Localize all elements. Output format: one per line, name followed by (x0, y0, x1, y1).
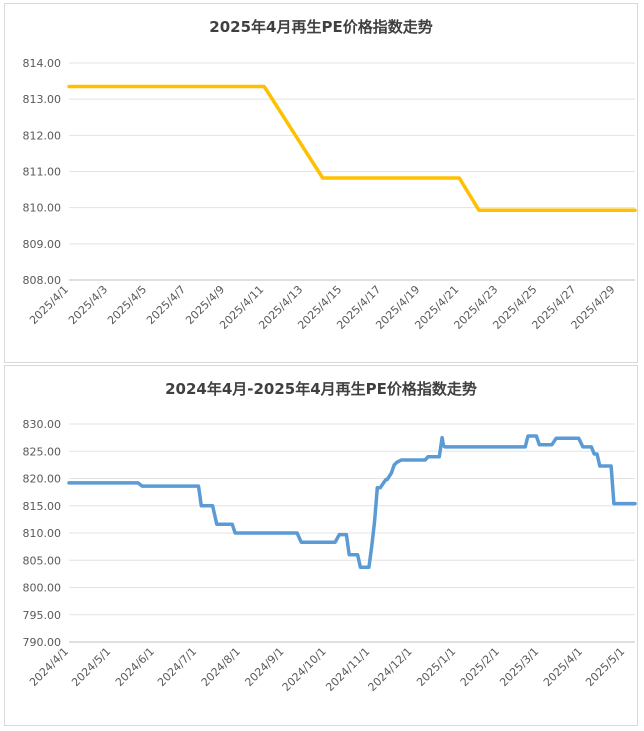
y-tick-label-1-3: 811.00 (23, 166, 62, 179)
chart-panel-2: 2024年4月-2025年4月再生PE价格指数走势 790.00 795.00 80… (4, 365, 638, 726)
y-tick-label-1-0: 808.00 (23, 274, 62, 287)
x-tick-label-2-12: 2025/4/1 (541, 645, 585, 689)
y-tick-label-1-5: 813.00 (23, 93, 62, 106)
x-tick-label-2-13: 2025/5/1 (583, 645, 627, 689)
x-tick-label-2-2: 2024/6/1 (113, 645, 157, 689)
y-tick-label-2-8: 830.00 (23, 418, 62, 431)
chart-title-1: 2025年4月再生PE价格指数走势 (209, 18, 433, 36)
y-tick-label-2-6: 820.00 (23, 473, 62, 486)
x-tick-label-1-1: 2025/4/3 (66, 283, 110, 327)
y-tick-label-2-1: 795.00 (23, 609, 62, 622)
series-line-2-0 (67, 434, 637, 570)
x-tick-label-2-6: 2024/10/1 (280, 645, 329, 694)
x-tick-label-1-0: 2025/4/1 (27, 283, 71, 327)
chart-panel-1: 2025年4月再生PE价格指数走势 808.00 809.00 810.00 811.… (4, 3, 638, 363)
x-tick-label-2-0: 2024/4/1 (27, 645, 71, 689)
y-tick-label-1-6: 814.00 (23, 57, 62, 70)
series-line-1-0 (67, 84, 637, 212)
y-tick-label-2-5: 815.00 (23, 500, 62, 513)
y-tick-label-1-1: 809.00 (23, 238, 62, 251)
line-chart-2: 790.00 795.00 800.00 805.00 810.00 815.00 820.… (23, 418, 637, 694)
x-tick-label-2-3: 2024/7/1 (155, 645, 199, 689)
x-tick-label-2-8: 2024/12/1 (366, 645, 415, 694)
y-tick-label-2-4: 810.00 (23, 527, 62, 540)
x-tick-label-2-1: 2024/5/1 (69, 645, 113, 689)
x-tick-label-2-11: 2025/3/1 (497, 645, 541, 689)
x-tick-label-1-3: 2025/4/7 (144, 283, 188, 327)
y-tick-label-2-7: 825.00 (23, 445, 62, 458)
x-tick-label-2-7: 2024/11/1 (323, 645, 372, 694)
x-tick-label-2-9: 2025/1/1 (414, 645, 458, 689)
y-tick-label-1-4: 812.00 (23, 129, 62, 142)
x-tick-label-2-10: 2025/2/1 (458, 645, 502, 689)
x-tick-label-2-4: 2024/8/1 (199, 645, 243, 689)
y-tick-label-2-2: 800.00 (23, 582, 62, 595)
x-tick-label-1-2: 2025/4/5 (105, 283, 149, 327)
y-tick-label-2-3: 805.00 (23, 554, 62, 567)
y-tick-label-1-2: 810.00 (23, 202, 62, 215)
line-chart-1: 808.00 809.00 810.00 811.00 812.00 813.00 814.… (23, 57, 637, 332)
x-tick-label-2-5: 2024/9/1 (242, 645, 286, 689)
chart-title-2: 2024年4月-2025年4月再生PE价格指数走势 (165, 380, 477, 398)
y-tick-label-2-0: 790.00 (23, 636, 62, 649)
